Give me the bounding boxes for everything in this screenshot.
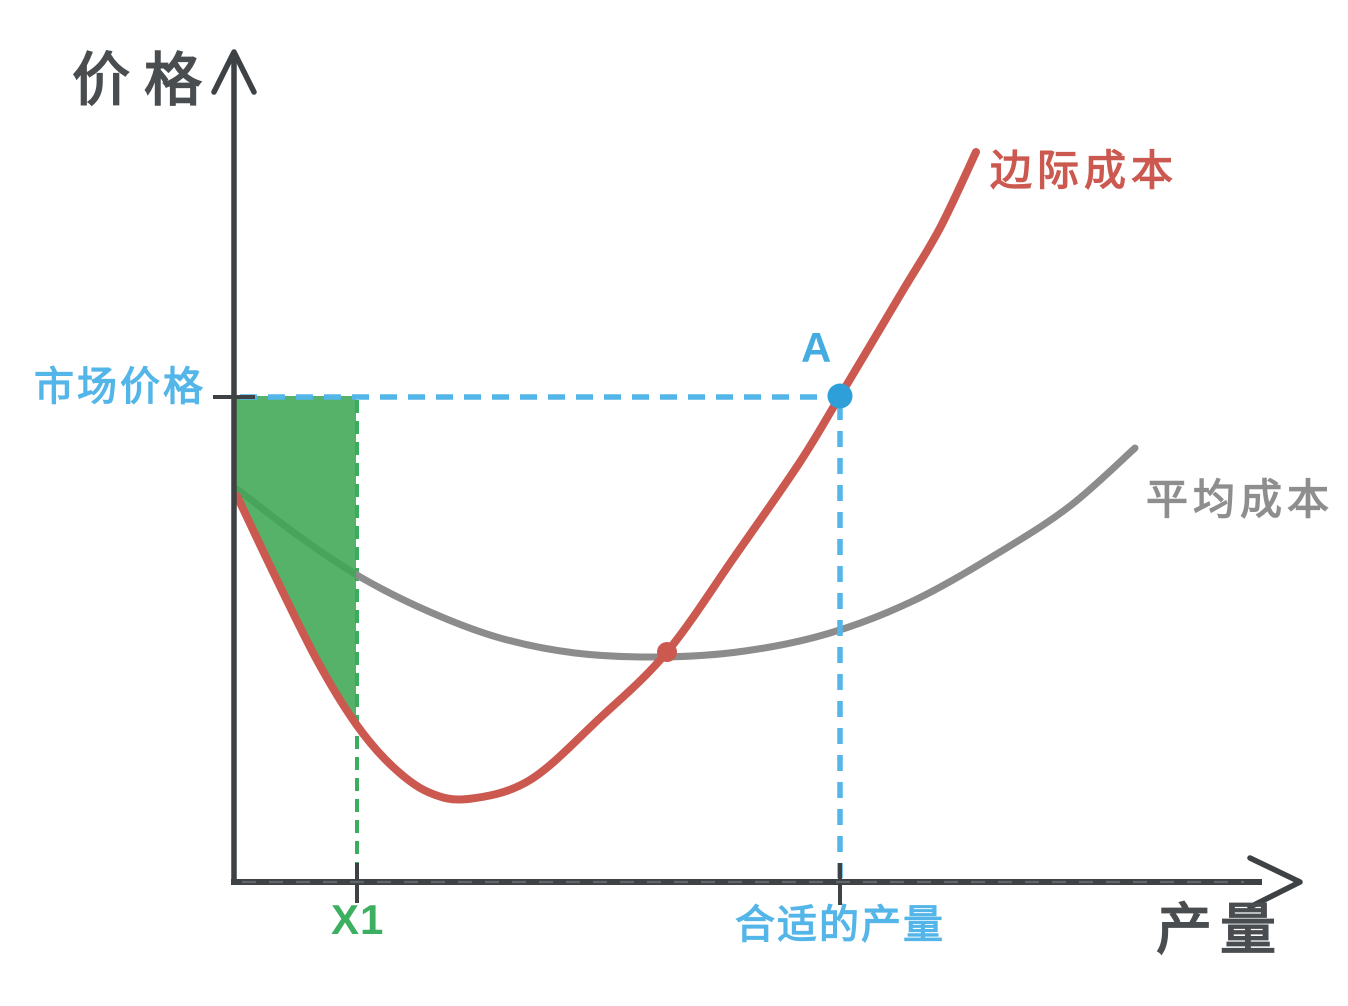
x1-label: X1: [331, 896, 385, 943]
market-price-label: 市场价格: [34, 365, 206, 409]
y-axis-label: 价格: [72, 48, 217, 113]
y-axis-arrowhead: [211, 49, 257, 95]
mc-ac-intersection-dot: [657, 642, 677, 662]
point-a-dot: [827, 383, 853, 409]
ac-curve-label: 平均成本: [1146, 476, 1335, 523]
mc-curve: [233, 148, 980, 804]
x-axis-arrowhead: [1247, 855, 1303, 910]
optimal-output-label: 合适的产量: [735, 903, 945, 947]
point-a-label: A: [801, 324, 832, 371]
mc-curve-label: 边际成本: [990, 147, 1179, 194]
x-axis-label: 产量: [1156, 898, 1284, 961]
profit-area: [234, 396, 356, 724]
